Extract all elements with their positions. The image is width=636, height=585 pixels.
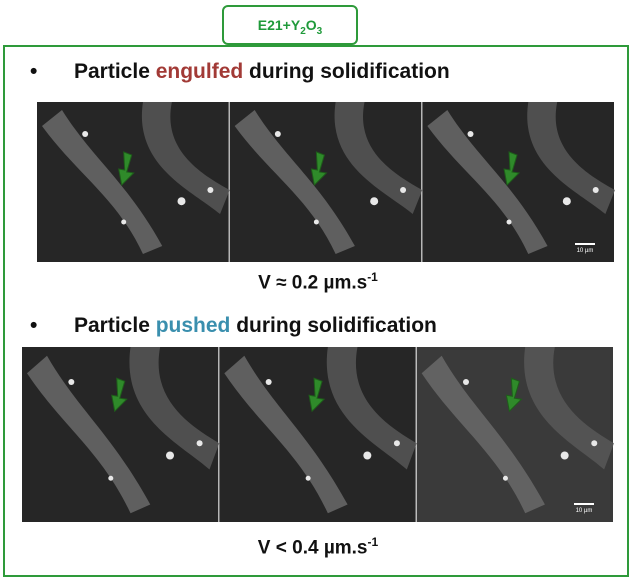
particle	[502, 475, 508, 481]
particle	[363, 451, 372, 460]
highlight-word: engulfed	[155, 60, 244, 83]
dendrite	[224, 355, 348, 514]
particle	[370, 197, 379, 206]
caption-text: V < 0.4 µm.s	[257, 537, 368, 559]
particle	[68, 379, 75, 385]
arrow	[503, 151, 521, 187]
particle	[305, 475, 311, 481]
tag-text: E21+Y	[257, 17, 301, 33]
particle	[400, 187, 407, 193]
dendrite	[334, 102, 423, 214]
dendrite	[326, 347, 417, 470]
bullet-line: • Particle engulfed during solidification	[30, 60, 450, 84]
dendrite	[42, 110, 163, 254]
scale-bar-label: 10 µm	[577, 248, 594, 254]
micrograph	[37, 102, 230, 262]
particle	[166, 451, 174, 460]
dendrite	[129, 347, 220, 470]
scale-bar-label: 10 µm	[576, 508, 593, 514]
bullet-text: during solidification	[243, 60, 450, 83]
particle	[591, 440, 598, 447]
tag-subscript: 3	[316, 25, 323, 37]
bullet-text: Particle	[74, 60, 156, 83]
micrograph	[416, 347, 614, 522]
particle	[121, 219, 127, 225]
particle	[592, 187, 599, 193]
particle	[467, 131, 474, 137]
dendrite	[527, 102, 615, 214]
sample-tag: E21+Y2O3	[222, 5, 358, 45]
tag-text: O	[305, 17, 317, 33]
micrograph	[422, 102, 615, 262]
image-row: 10 µm	[37, 102, 615, 262]
highlight-word: pushed	[155, 314, 231, 337]
particle	[560, 451, 569, 460]
particle	[82, 131, 89, 137]
particle	[562, 197, 571, 206]
bullet-symbol: •	[30, 314, 38, 337]
bullet-text: Particle	[74, 314, 156, 337]
micrograph	[219, 347, 417, 522]
bullet-symbol: •	[30, 60, 38, 83]
particle	[265, 379, 272, 385]
micrograph	[229, 102, 423, 262]
content-frame	[3, 45, 629, 577]
particle	[313, 219, 319, 225]
velocity-caption: V < 0.4 µm.s-1	[0, 535, 636, 559]
bullet-text: during solidification	[230, 314, 437, 337]
arrow	[118, 151, 135, 187]
caption-superscript: -1	[367, 270, 378, 284]
particle	[207, 187, 214, 193]
dendrite	[141, 102, 230, 214]
arrow	[310, 151, 328, 187]
velocity-caption: V ≈ 0.2 µm.s-1	[0, 270, 636, 294]
particle	[108, 475, 114, 481]
particle	[177, 197, 186, 206]
arrow	[111, 377, 128, 413]
dendrite	[524, 347, 614, 470]
tag-subscript: 2	[300, 25, 306, 37]
dendrite	[27, 355, 151, 514]
arrow	[505, 377, 523, 413]
caption-superscript: -1	[367, 535, 379, 549]
particle	[393, 440, 400, 447]
image-row: 10 µm	[22, 347, 614, 522]
micrograph	[22, 347, 220, 522]
particle	[506, 219, 512, 225]
bullet-line: • Particle pushed during solidification	[30, 314, 437, 338]
dendrite	[427, 110, 548, 254]
particle	[196, 440, 203, 447]
arrow	[308, 377, 326, 413]
particle	[274, 131, 281, 137]
caption-text: V ≈ 0.2 µm.s	[258, 272, 368, 294]
dendrite	[421, 355, 545, 514]
particle	[463, 379, 469, 385]
dendrite	[234, 110, 355, 254]
